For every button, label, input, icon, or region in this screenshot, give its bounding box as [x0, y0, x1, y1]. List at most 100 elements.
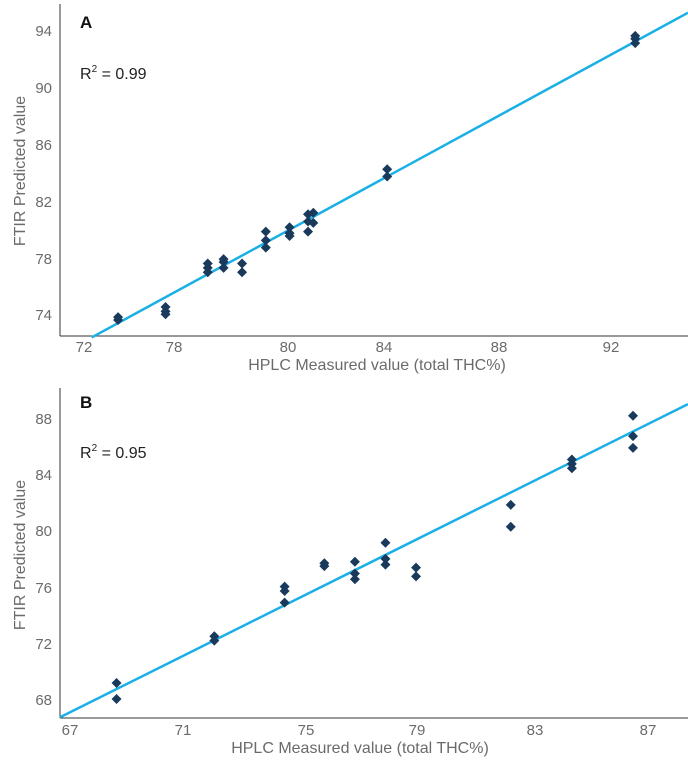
svg-text:86: 86	[35, 137, 52, 154]
data-point-b-23	[627, 431, 638, 442]
svg-text:68: 68	[35, 692, 52, 709]
data-point-a-25	[382, 171, 393, 182]
y-tick-label-a-0: 74	[35, 307, 52, 324]
data-point-b-21	[566, 463, 577, 474]
svg-text:75: 75	[298, 722, 315, 739]
data-point-b-17	[505, 499, 516, 510]
data-point-b-9	[349, 556, 360, 567]
y-tick-label-a-1: 78	[35, 251, 52, 268]
r-squared-label-a: R2 = 0.99	[80, 64, 147, 83]
svg-text:82: 82	[35, 194, 52, 211]
svg-text:88: 88	[491, 339, 508, 356]
data-point-b-16	[411, 571, 422, 582]
data-point-a-1	[113, 315, 124, 326]
svg-text:71: 71	[175, 722, 192, 739]
data-point-a-13	[260, 226, 271, 237]
data-point-b-3	[209, 635, 220, 646]
data-point-a-28	[630, 38, 641, 49]
svg-text:88: 88	[35, 411, 52, 428]
data-point-b-0	[111, 677, 122, 688]
data-point-a-7	[202, 267, 213, 278]
svg-text:72: 72	[76, 339, 93, 356]
data-point-a-21	[303, 226, 314, 237]
y-axis-title-b: FTIR Predicted value	[12, 480, 29, 630]
data-point-b-14	[380, 559, 391, 570]
svg-text:80: 80	[35, 523, 52, 540]
x-tick-label-a-2: 80	[280, 339, 297, 356]
svg-text:79: 79	[409, 722, 426, 739]
svg-text:67: 67	[62, 722, 79, 739]
regression-line-b	[59, 402, 688, 719]
data-point-a-15	[260, 242, 271, 253]
x-tick-label-b-0: 67	[62, 722, 79, 739]
svg-text:78: 78	[166, 339, 183, 356]
data-point-b-13	[380, 553, 391, 564]
x-tick-label-a-0: 72	[76, 339, 93, 356]
data-point-b-22	[627, 410, 638, 421]
y-tick-label-a-4: 90	[35, 80, 52, 97]
x-axis-title-b: HPLC Measured value (total THC%)	[231, 740, 489, 757]
data-point-a-24	[382, 164, 393, 175]
svg-text:94: 94	[35, 23, 52, 40]
data-point-a-11	[237, 258, 248, 269]
data-point-b-24	[627, 442, 638, 453]
data-point-a-16	[284, 222, 295, 233]
x-tick-label-b-3: 79	[409, 722, 426, 739]
y-tick-label-b-4: 84	[35, 467, 52, 484]
panel-label-b: B	[80, 393, 92, 412]
svg-text:74: 74	[35, 307, 52, 324]
x-axis-title-a: HPLC Measured value (total THC%)	[248, 357, 506, 374]
data-point-b-11	[349, 574, 360, 585]
panel-b: B R2 = 0.95 FTIR Predicted value HPLC Me…	[12, 388, 688, 757]
y-tick-label-b-0: 68	[35, 692, 52, 709]
x-tick-label-b-5: 87	[640, 722, 657, 739]
x-tick-label-b-2: 75	[298, 722, 315, 739]
panel-label-a: A	[80, 13, 92, 32]
data-point-a-14	[260, 235, 271, 246]
y-tick-label-a-3: 86	[35, 137, 52, 154]
svg-text:78: 78	[35, 251, 52, 268]
y-tick-label-b-2: 76	[35, 580, 52, 597]
data-point-b-1	[111, 694, 122, 705]
data-point-a-18	[284, 230, 295, 241]
data-point-b-5	[279, 585, 290, 596]
data-point-a-9	[218, 257, 229, 268]
data-point-a-10	[218, 262, 229, 273]
x-tick-label-b-1: 71	[175, 722, 192, 739]
y-tick-label-a-2: 82	[35, 194, 52, 211]
x-tick-label-a-1: 78	[166, 339, 183, 356]
data-point-b-6	[279, 597, 290, 608]
plot-marks-a	[91, 11, 688, 339]
svg-text:87: 87	[640, 722, 657, 739]
y-axis-title-a: FTIR Predicted value	[12, 96, 29, 246]
svg-text:90: 90	[35, 80, 52, 97]
y-tick-label-b-1: 72	[35, 636, 52, 653]
x-tick-label-a-4: 88	[491, 339, 508, 356]
data-point-b-8	[319, 561, 330, 572]
data-point-b-12	[380, 537, 391, 548]
x-tick-label-b-4: 83	[527, 722, 544, 739]
data-point-b-18	[505, 521, 516, 532]
x-tick-label-a-5: 92	[603, 339, 620, 356]
data-point-a-12	[237, 267, 248, 278]
svg-text:72: 72	[35, 636, 52, 653]
svg-text:92: 92	[603, 339, 620, 356]
svg-text:84: 84	[376, 339, 393, 356]
data-point-a-22	[308, 207, 319, 218]
data-point-a-4	[160, 309, 171, 320]
y-tick-label-a-5: 94	[35, 23, 52, 40]
panel-a: A R2 = 0.99 FTIR Predicted value HPLC Me…	[12, 4, 688, 374]
svg-text:84: 84	[35, 467, 52, 484]
x-tick-label-a-3: 84	[376, 339, 393, 356]
svg-text:76: 76	[35, 580, 52, 597]
y-tick-label-b-5: 88	[35, 411, 52, 428]
data-point-b-10	[349, 568, 360, 579]
plot-marks-b	[59, 402, 688, 719]
svg-text:83: 83	[527, 722, 544, 739]
data-point-b-15	[411, 562, 422, 573]
r-squared-label-b: R2 = 0.95	[80, 443, 147, 462]
y-tick-label-b-3: 80	[35, 523, 52, 540]
svg-text:80: 80	[280, 339, 297, 356]
data-point-a-23	[308, 217, 319, 228]
